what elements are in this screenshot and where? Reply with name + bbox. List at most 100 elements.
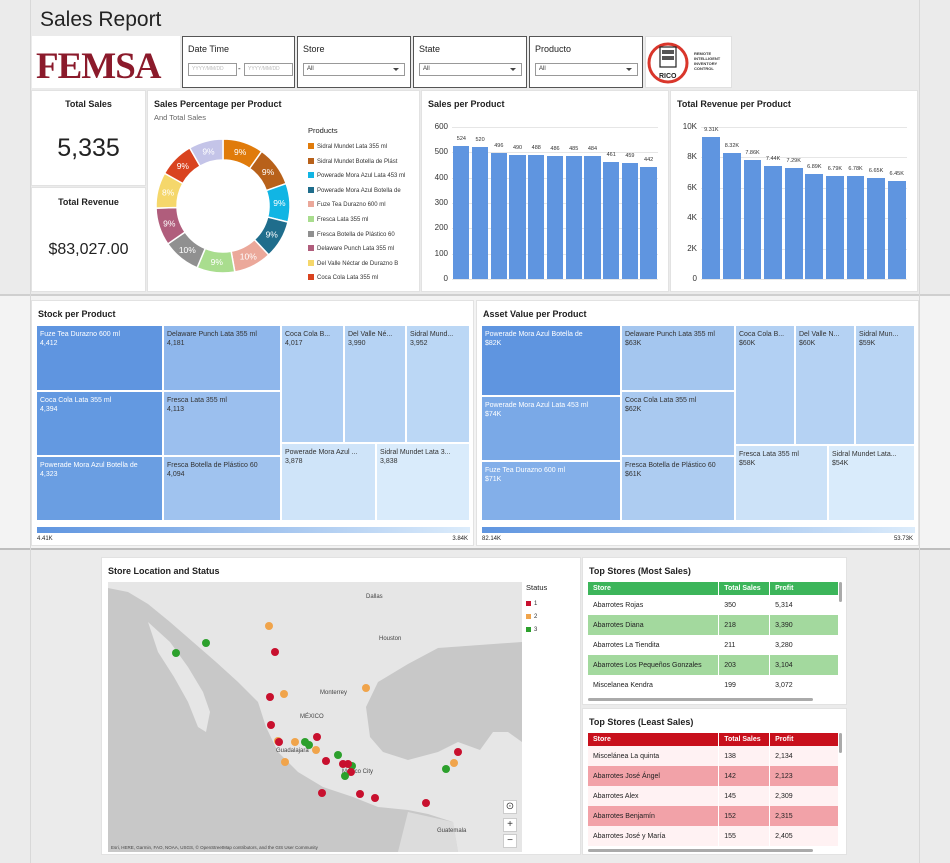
least-stores-hscrollbar[interactable] bbox=[588, 849, 813, 852]
status-legend-item[interactable]: 1 bbox=[526, 601, 537, 607]
date-from-input[interactable]: YYYY/MM/DD bbox=[188, 63, 237, 76]
bar[interactable] bbox=[546, 155, 564, 279]
store-marker[interactable] bbox=[275, 738, 283, 746]
treemap-cell[interactable]: Fuze Tea Durazno 600 ml $71K bbox=[481, 461, 621, 521]
donut-legend-item[interactable]: Powerade Mora Azul Botella de bbox=[308, 186, 401, 194]
store-select[interactable]: All bbox=[303, 63, 405, 76]
treemap-cell[interactable]: Fresca Lata 355 ml 4,113 bbox=[163, 391, 281, 456]
bar[interactable] bbox=[743, 159, 762, 279]
store-marker[interactable] bbox=[442, 765, 450, 773]
status-legend-item[interactable]: 2 bbox=[526, 614, 537, 620]
bar[interactable] bbox=[603, 162, 620, 279]
bar[interactable] bbox=[702, 137, 721, 279]
bar[interactable] bbox=[846, 175, 865, 279]
bar[interactable] bbox=[640, 167, 657, 279]
donut-legend-item[interactable]: Fresca Lata 355 ml bbox=[308, 216, 368, 223]
donut-legend-item[interactable]: Del Valle Néctar de Durazno B bbox=[308, 259, 398, 267]
store-marker[interactable] bbox=[348, 762, 356, 770]
bar[interactable] bbox=[764, 165, 783, 279]
bar[interactable] bbox=[565, 156, 582, 279]
bar[interactable] bbox=[490, 153, 507, 279]
store-marker[interactable] bbox=[344, 760, 352, 768]
treemap-cell[interactable]: Powerade Mora Azul ... 3,878 bbox=[281, 443, 376, 521]
treemap-cell[interactable]: Delaware Punch Lata 355 ml 4,181 bbox=[163, 325, 281, 391]
treemap-cell[interactable]: Coca Cola Lata 355 ml $62K bbox=[621, 391, 735, 456]
zoom-out-button[interactable]: − bbox=[503, 834, 517, 848]
store-marker[interactable] bbox=[291, 738, 299, 746]
donut-legend-item[interactable]: Fuze Tea Durazno 600 ml bbox=[308, 201, 386, 208]
treemap-cell[interactable]: Coca Cola Lata 355 ml 4,394 bbox=[36, 391, 163, 456]
bar[interactable] bbox=[584, 156, 601, 279]
bar[interactable] bbox=[887, 180, 906, 279]
treemap-cell[interactable]: Del Valle N... $60K bbox=[795, 325, 855, 445]
bar[interactable] bbox=[805, 174, 824, 279]
column-header[interactable]: Store bbox=[588, 733, 720, 746]
bar[interactable] bbox=[784, 168, 803, 279]
zoom-in-button[interactable]: + bbox=[503, 818, 517, 832]
store-marker[interactable] bbox=[356, 790, 364, 798]
column-header[interactable]: Profit bbox=[769, 582, 839, 595]
store-marker[interactable] bbox=[450, 759, 458, 767]
treemap-cell[interactable]: Powerade Mora Azul Botella de 4,323 bbox=[36, 456, 163, 521]
locate-button[interactable]: ⊙ bbox=[503, 800, 517, 814]
least-stores-scrollbar[interactable] bbox=[839, 733, 842, 753]
bar[interactable] bbox=[509, 154, 526, 279]
store-marker[interactable] bbox=[371, 794, 379, 802]
product-select[interactable]: All bbox=[535, 63, 638, 76]
donut-legend-item[interactable]: Coca Cola Lata 355 ml bbox=[308, 274, 378, 281]
store-marker[interactable] bbox=[265, 622, 273, 630]
store-marker[interactable] bbox=[334, 751, 342, 759]
treemap-cell[interactable]: Fresca Botella de Plástico 60 $61K bbox=[621, 456, 735, 521]
treemap-cell[interactable]: Delaware Punch Lata 355 ml $63K bbox=[621, 325, 735, 391]
treemap-cell[interactable]: Sidral Mund... 3,952 bbox=[406, 325, 470, 443]
status-legend-item[interactable]: 3 bbox=[526, 627, 537, 633]
store-marker[interactable] bbox=[312, 746, 320, 754]
store-marker[interactable] bbox=[172, 649, 180, 657]
donut-slice[interactable] bbox=[188, 138, 224, 168]
donut-legend-item[interactable]: Sidral Mundet Botella de Plást bbox=[308, 157, 397, 165]
treemap-cell[interactable]: Fresca Lata 355 ml $58K bbox=[735, 445, 828, 521]
store-marker[interactable] bbox=[305, 741, 313, 749]
bar[interactable] bbox=[825, 175, 844, 279]
column-header[interactable]: Total Sales bbox=[718, 733, 771, 746]
store-marker[interactable] bbox=[267, 721, 275, 729]
table-row[interactable]: Miscelánea La quinta 138 2,134 bbox=[588, 746, 839, 766]
store-marker[interactable] bbox=[318, 789, 326, 797]
treemap-cell[interactable]: Coca Cola B... $60K bbox=[735, 325, 795, 445]
treemap-cell[interactable]: Coca Cola B... 4,017 bbox=[281, 325, 344, 443]
treemap-cell[interactable]: Sidral Mundet Lata... $54K bbox=[828, 445, 915, 521]
table-row[interactable]: Abarrotes José y María 155 2,405 bbox=[588, 826, 839, 846]
treemap-cell[interactable]: Powerade Mora Azul Botella de $82K bbox=[481, 325, 621, 396]
date-to-input[interactable]: YYYY/MM/DD bbox=[244, 63, 293, 76]
table-row[interactable]: Abarrotes José Ángel 142 2,123 bbox=[588, 766, 839, 786]
store-marker[interactable] bbox=[362, 684, 370, 692]
store-marker[interactable] bbox=[322, 757, 330, 765]
column-header[interactable]: Store bbox=[588, 582, 720, 595]
bar[interactable] bbox=[528, 155, 545, 279]
store-marker[interactable] bbox=[271, 648, 279, 656]
store-marker[interactable] bbox=[313, 733, 321, 741]
table-row[interactable]: Miscelanea Kendra 199 3,072 bbox=[588, 675, 839, 695]
store-marker[interactable] bbox=[454, 748, 462, 756]
donut-legend-item[interactable]: Sidral Mundet Lata 355 ml bbox=[308, 143, 387, 150]
bar[interactable] bbox=[471, 147, 489, 279]
store-marker[interactable] bbox=[281, 758, 289, 766]
table-row[interactable]: Abarrotes Los Pequeños Gonzales 203 3,104 bbox=[588, 655, 839, 675]
store-marker[interactable] bbox=[280, 690, 288, 698]
bar[interactable] bbox=[867, 177, 886, 279]
top-stores-hscrollbar[interactable] bbox=[588, 698, 813, 701]
store-marker[interactable] bbox=[341, 772, 349, 780]
treemap-cell[interactable]: Del Valle Né... 3,990 bbox=[344, 325, 406, 443]
treemap-cell[interactable]: Fresca Botella de Plástico 60 4,094 bbox=[163, 456, 281, 521]
top-stores-scrollbar[interactable] bbox=[839, 582, 842, 602]
store-marker[interactable] bbox=[339, 760, 347, 768]
store-marker[interactable] bbox=[266, 693, 274, 701]
column-header[interactable]: Total Sales bbox=[718, 582, 771, 595]
bar[interactable] bbox=[453, 146, 470, 279]
treemap-cell[interactable]: Sidral Mundet Lata 3... 3,838 bbox=[376, 443, 470, 521]
table-row[interactable]: Abarrotes La Tiendita 211 3,280 bbox=[588, 635, 839, 655]
table-row[interactable]: Abarrotes Diana 218 3,390 bbox=[588, 615, 839, 635]
treemap-cell[interactable]: Fuze Tea Durazno 600 ml 4,412 bbox=[36, 325, 163, 391]
table-row[interactable]: Abarrotes Rojas 350 5,314 bbox=[588, 595, 839, 615]
treemap-cell[interactable]: Sidral Mun... $59K bbox=[855, 325, 915, 445]
